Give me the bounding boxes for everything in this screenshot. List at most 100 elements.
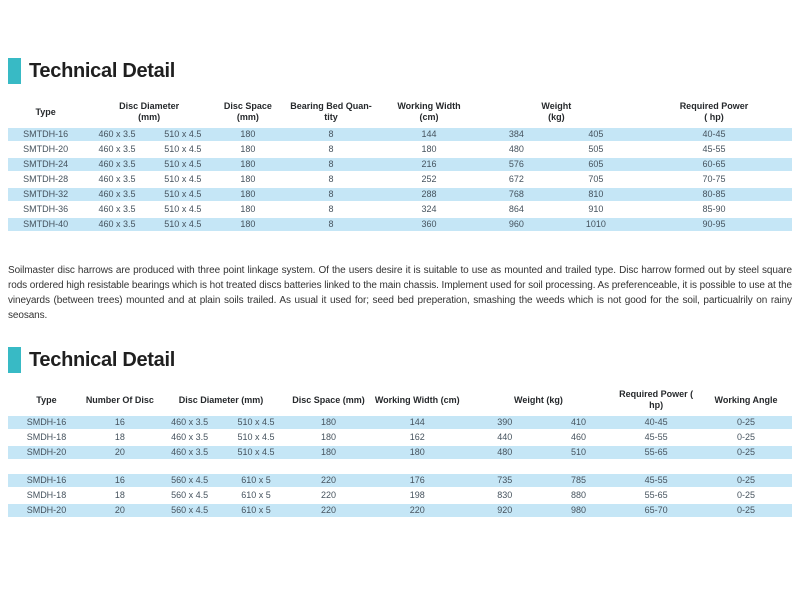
value-cell: 220: [287, 474, 370, 487]
value-cell: 0-25: [700, 416, 792, 429]
table-row: SMTDH-36 460 x 3.5 510 x 4.5 180 8 324 864 910 8…: [8, 203, 792, 216]
value-cell: 55-65: [612, 446, 701, 459]
value-cell: 390: [464, 416, 545, 429]
type-cell: SMTDH-32: [8, 188, 84, 201]
value-cell: 440: [497, 432, 513, 442]
table-row: SMTDH-24 460 x 3.5 510 x 4.5 180 8 216 576 605 6…: [8, 158, 792, 171]
value-cell: 180: [287, 446, 370, 459]
value-cell: 8: [328, 144, 334, 154]
value-cell: 0-25: [700, 446, 792, 459]
value-cell: 910: [588, 204, 604, 214]
value-cell: 144: [381, 128, 477, 141]
col-header-disc-diameter: Disc Diameter (mm): [119, 101, 180, 122]
col-header-bearing-bed-quantity: Bearing Bed Quan- tity: [290, 101, 372, 122]
description-paragraph: Soilmaster disc harrows are produced wit…: [8, 265, 792, 321]
table-row: SMDH-20 20 460 x 3.5 510 x 4.5 180 180 480 510 5…: [8, 446, 792, 459]
value-cell: 16: [84, 416, 155, 429]
section-title: Technical Detail: [29, 59, 175, 82]
table-row: SMTDH-32 460 x 3.5 510 x 4.5 180 8 288 768 810 8…: [8, 188, 792, 201]
value-cell: 980: [544, 504, 613, 517]
value-cell: 18: [114, 490, 125, 500]
value-cell: 768: [476, 188, 556, 201]
value-cell: 460 x 3.5: [154, 446, 225, 459]
value-cell: 176: [369, 474, 465, 487]
value-cell: 180: [369, 446, 465, 459]
type-cell: SMTDH-28: [23, 174, 69, 184]
value-cell: 460: [570, 432, 586, 442]
value-cell: 480: [464, 446, 545, 459]
type-cell: SMTDH-24: [8, 158, 84, 171]
col-header-required-power: Required Power ( hp): [679, 101, 749, 122]
value-cell: 20: [84, 446, 155, 459]
spec-table-smdh: Type Number Of Disc Disc Diameter (mm) D…: [8, 385, 792, 519]
value-cell: 460 x 3.5: [83, 218, 151, 231]
value-cell: 55-65: [644, 490, 668, 500]
value-cell: 80-85: [635, 188, 792, 201]
value-cell: 70-75: [702, 174, 726, 184]
value-cell: 810: [555, 188, 636, 201]
value-cell: 324: [421, 204, 437, 214]
col-header-weight: Weight (kg): [514, 394, 563, 405]
table-body-smtdh: SMTDH-16 460 x 3.5 510 x 4.5 180 8 144 384 405 4…: [8, 128, 792, 231]
value-cell: 0-25: [700, 504, 792, 517]
value-cell: 510 x 4.5: [150, 128, 215, 141]
value-cell: 16: [84, 474, 155, 487]
value-cell: 460 x 3.5: [83, 158, 151, 171]
value-cell: 216: [381, 158, 477, 171]
table-row: SMDH-18 18 460 x 3.5 510 x 4.5 180 162 440 460 4…: [8, 431, 792, 444]
header-row: Type Disc Diameter (mm) Disc Space (mm) …: [8, 99, 792, 126]
col-header-disc-diameter: Disc Diameter (mm): [178, 394, 264, 405]
value-cell: 480: [508, 144, 524, 154]
value-cell: 360: [381, 218, 477, 231]
table-body-smdh-small-disc: SMDH-16 16 460 x 3.5 510 x 4.5 180 144 390 410 4…: [8, 416, 792, 459]
type-cell: SMDH-16: [8, 474, 85, 487]
value-cell: 1010: [555, 218, 636, 231]
value-cell: 85-90: [702, 204, 726, 214]
section-title: Technical Detail: [29, 348, 175, 371]
value-cell: 405: [555, 128, 636, 141]
type-cell: SMDH-16: [8, 416, 85, 429]
table-row: SMTDH-16 460 x 3.5 510 x 4.5 180 8 144 384 405 4…: [8, 128, 792, 141]
col-header-disc-space: Disc Space (mm): [223, 101, 272, 122]
value-cell: 288: [381, 188, 477, 201]
value-cell: 45-55: [702, 144, 726, 154]
value-cell: 180: [214, 128, 281, 141]
value-cell: 90-95: [635, 218, 792, 231]
value-cell: 610 x 5: [241, 490, 271, 500]
col-header-required-power: Required Power ( hp): [619, 389, 694, 410]
value-cell: 864: [508, 204, 524, 214]
value-cell: 0-25: [737, 432, 756, 442]
value-cell: 0-25: [737, 490, 756, 500]
type-cell: SMDH-18: [26, 490, 67, 500]
value-cell: 180: [214, 158, 281, 171]
value-cell: 460 x 3.5: [154, 416, 225, 429]
value-cell: 198: [409, 490, 425, 500]
col-header-number-of-disc: Number Of Disc: [85, 394, 154, 405]
value-cell: 410: [544, 416, 613, 429]
value-cell: 460 x 3.5: [171, 432, 209, 442]
value-cell: 785: [544, 474, 613, 487]
type-cell: SMDH-18: [26, 432, 67, 442]
value-cell: 605: [555, 158, 636, 171]
table-row: SMDH-20 20 560 x 4.5 610 x 5 220 220 920 980 65-…: [8, 504, 792, 517]
value-cell: 45-55: [644, 432, 668, 442]
value-cell: 510 x 4.5: [150, 218, 215, 231]
value-cell: 8: [280, 188, 382, 201]
value-cell: 505: [588, 144, 604, 154]
value-cell: 560 x 4.5: [154, 474, 225, 487]
value-cell: 162: [409, 432, 425, 442]
value-cell: 60-65: [635, 158, 792, 171]
accent-bar-icon: [8, 58, 21, 84]
value-cell: 20: [84, 504, 155, 517]
value-cell: 510 x 4.5: [164, 144, 202, 154]
spacer-cell: [8, 461, 792, 472]
value-cell: 510 x 4.5: [164, 174, 202, 184]
type-cell: SMTDH-40: [8, 218, 84, 231]
value-cell: 510 x 4.5: [150, 158, 215, 171]
value-cell: 0-25: [700, 474, 792, 487]
value-cell: 510 x 4.5: [237, 432, 275, 442]
value-cell: 610 x 5: [224, 474, 288, 487]
table-row: SMTDH-28 460 x 3.5 510 x 4.5 180 8 252 672 705 7…: [8, 173, 792, 186]
value-cell: 180: [321, 432, 337, 442]
